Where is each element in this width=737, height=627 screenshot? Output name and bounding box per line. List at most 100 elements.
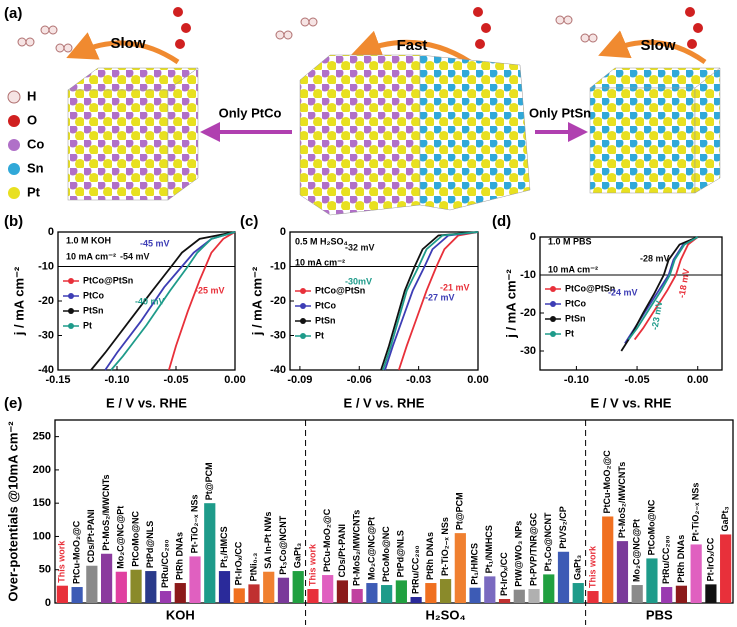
group-label: KOH (166, 607, 195, 622)
note: 0.5 M H₂SO₄ (295, 236, 348, 246)
y-tick-label: 150 (33, 497, 51, 509)
bar (366, 583, 378, 603)
bar (56, 585, 68, 603)
legend-marker (300, 318, 306, 324)
bar (572, 583, 584, 603)
plot-frame (539, 236, 723, 371)
y-tick-label: -40 (38, 364, 54, 376)
water (173, 7, 703, 49)
legend-label: PtCo@PtSn (565, 283, 615, 293)
legend-label: PtCo (565, 298, 586, 308)
x-tick-label: -0.05 (163, 374, 188, 386)
bar (159, 591, 172, 603)
bar (336, 580, 349, 603)
category-label: Pt@PCM (455, 492, 465, 530)
group-label: PBS (646, 607, 673, 622)
bar (86, 565, 98, 603)
y-tick-label: -30 (38, 329, 54, 341)
category-label: PtRh DNAs (676, 535, 686, 583)
series-line (397, 231, 479, 371)
bar (410, 597, 422, 603)
series-line (633, 236, 699, 341)
category-label: PtRu/CC₂₈₀ (661, 535, 671, 584)
x-tick-label: -0.03 (406, 374, 431, 386)
annotation: -18 mV (676, 268, 691, 299)
category-label: Pt-TiO₂₋ₓ NSs (440, 517, 450, 576)
y-tick-label: 0 (280, 226, 286, 238)
category-label: PtPd@NLS (145, 521, 155, 568)
bar (602, 516, 614, 603)
series-line (110, 231, 236, 371)
plot-frame (54, 419, 734, 604)
x-axis-title: E / V vs. RHE (591, 395, 672, 410)
legend-label: PtCo (83, 290, 104, 300)
annotation: -25 mV (195, 285, 225, 295)
category-label: GaPt₃ (293, 543, 303, 568)
legend-marker (550, 331, 556, 337)
category-label: Mo₂C@NC@Pt (366, 517, 376, 580)
bar (675, 585, 688, 603)
bar (425, 583, 437, 603)
route-label: Only PtCo (219, 105, 282, 120)
legend-label: PtSn (565, 313, 586, 323)
legend-marker (68, 293, 74, 299)
x-tick-label: -0.15 (45, 374, 70, 386)
category-label: Pt-MoS₂/MWCNTs (352, 510, 362, 586)
panel-label: (a) (4, 5, 22, 22)
y-tick-label: -30 (270, 329, 286, 341)
atom-legend: H O Co Sn Pt (7, 88, 44, 199)
category-label: Mo₂C@NC@Pt (116, 506, 126, 569)
legend-label: Pt (27, 184, 41, 199)
category-label: CDs/Pt-PANI (86, 509, 96, 562)
bar (307, 589, 319, 603)
bar (528, 589, 540, 603)
category-label: PtRh DNAs (425, 532, 435, 580)
y-tick-label: 0 (530, 231, 536, 243)
arrow (66, 32, 180, 65)
annotation: -21 mV (440, 282, 470, 292)
bar (720, 534, 732, 603)
category-label: PtNi₀.₃ (248, 553, 258, 582)
y-axis-title: j / mA cm⁻² (249, 266, 264, 336)
legend-label: Pt (565, 328, 574, 338)
legend-marker (300, 303, 306, 309)
bar (557, 551, 570, 603)
legend-label: PtSn (315, 315, 336, 325)
bar (381, 585, 393, 603)
annotation: -24 mV (608, 287, 638, 297)
bar (616, 541, 629, 603)
category-label: Pt₃Co@NCNT (278, 515, 288, 574)
category-label: CDs/Pt-PANI (337, 524, 347, 577)
molecules (17, 15, 598, 53)
bar (71, 587, 83, 603)
panel-label: (c) (240, 213, 258, 230)
crystal (67, 67, 199, 201)
category-label: PtRh DNAs (175, 532, 185, 580)
rate-label: Fast (397, 37, 428, 54)
group-label: H₂SO₄ (426, 607, 466, 622)
legend-label: O (27, 112, 37, 127)
y-tick-label: 100 (33, 530, 51, 542)
bar (174, 583, 186, 603)
bar (130, 569, 142, 603)
legend-marker (550, 301, 556, 307)
y-tick-label: -40 (270, 364, 286, 376)
legend-marker (550, 316, 556, 322)
y-axis-title: j / mA cm⁻² (503, 269, 518, 339)
x-tick-label: -0.06 (347, 374, 372, 386)
category-label: Pt₁/HMCS (469, 543, 479, 585)
category-label: This work (57, 540, 67, 583)
note: 10 mA cm⁻² (66, 251, 116, 261)
category-label: PtCu-MoO₂@C (322, 508, 332, 572)
category-label: PtW@WO₃ NPs (514, 521, 524, 587)
bar (661, 587, 673, 603)
annotation: -28 mV (640, 253, 670, 263)
series-line (382, 231, 479, 371)
category-label: Pt₁/HMCS (219, 526, 229, 568)
annotation: -30mV (345, 276, 372, 286)
x-axis-title: E / V vs. RHE (344, 395, 425, 410)
category-label: GaPt₃ (573, 555, 583, 580)
category-label: PtRu/CC₂₈₀ (160, 539, 170, 588)
crystal (299, 54, 531, 216)
